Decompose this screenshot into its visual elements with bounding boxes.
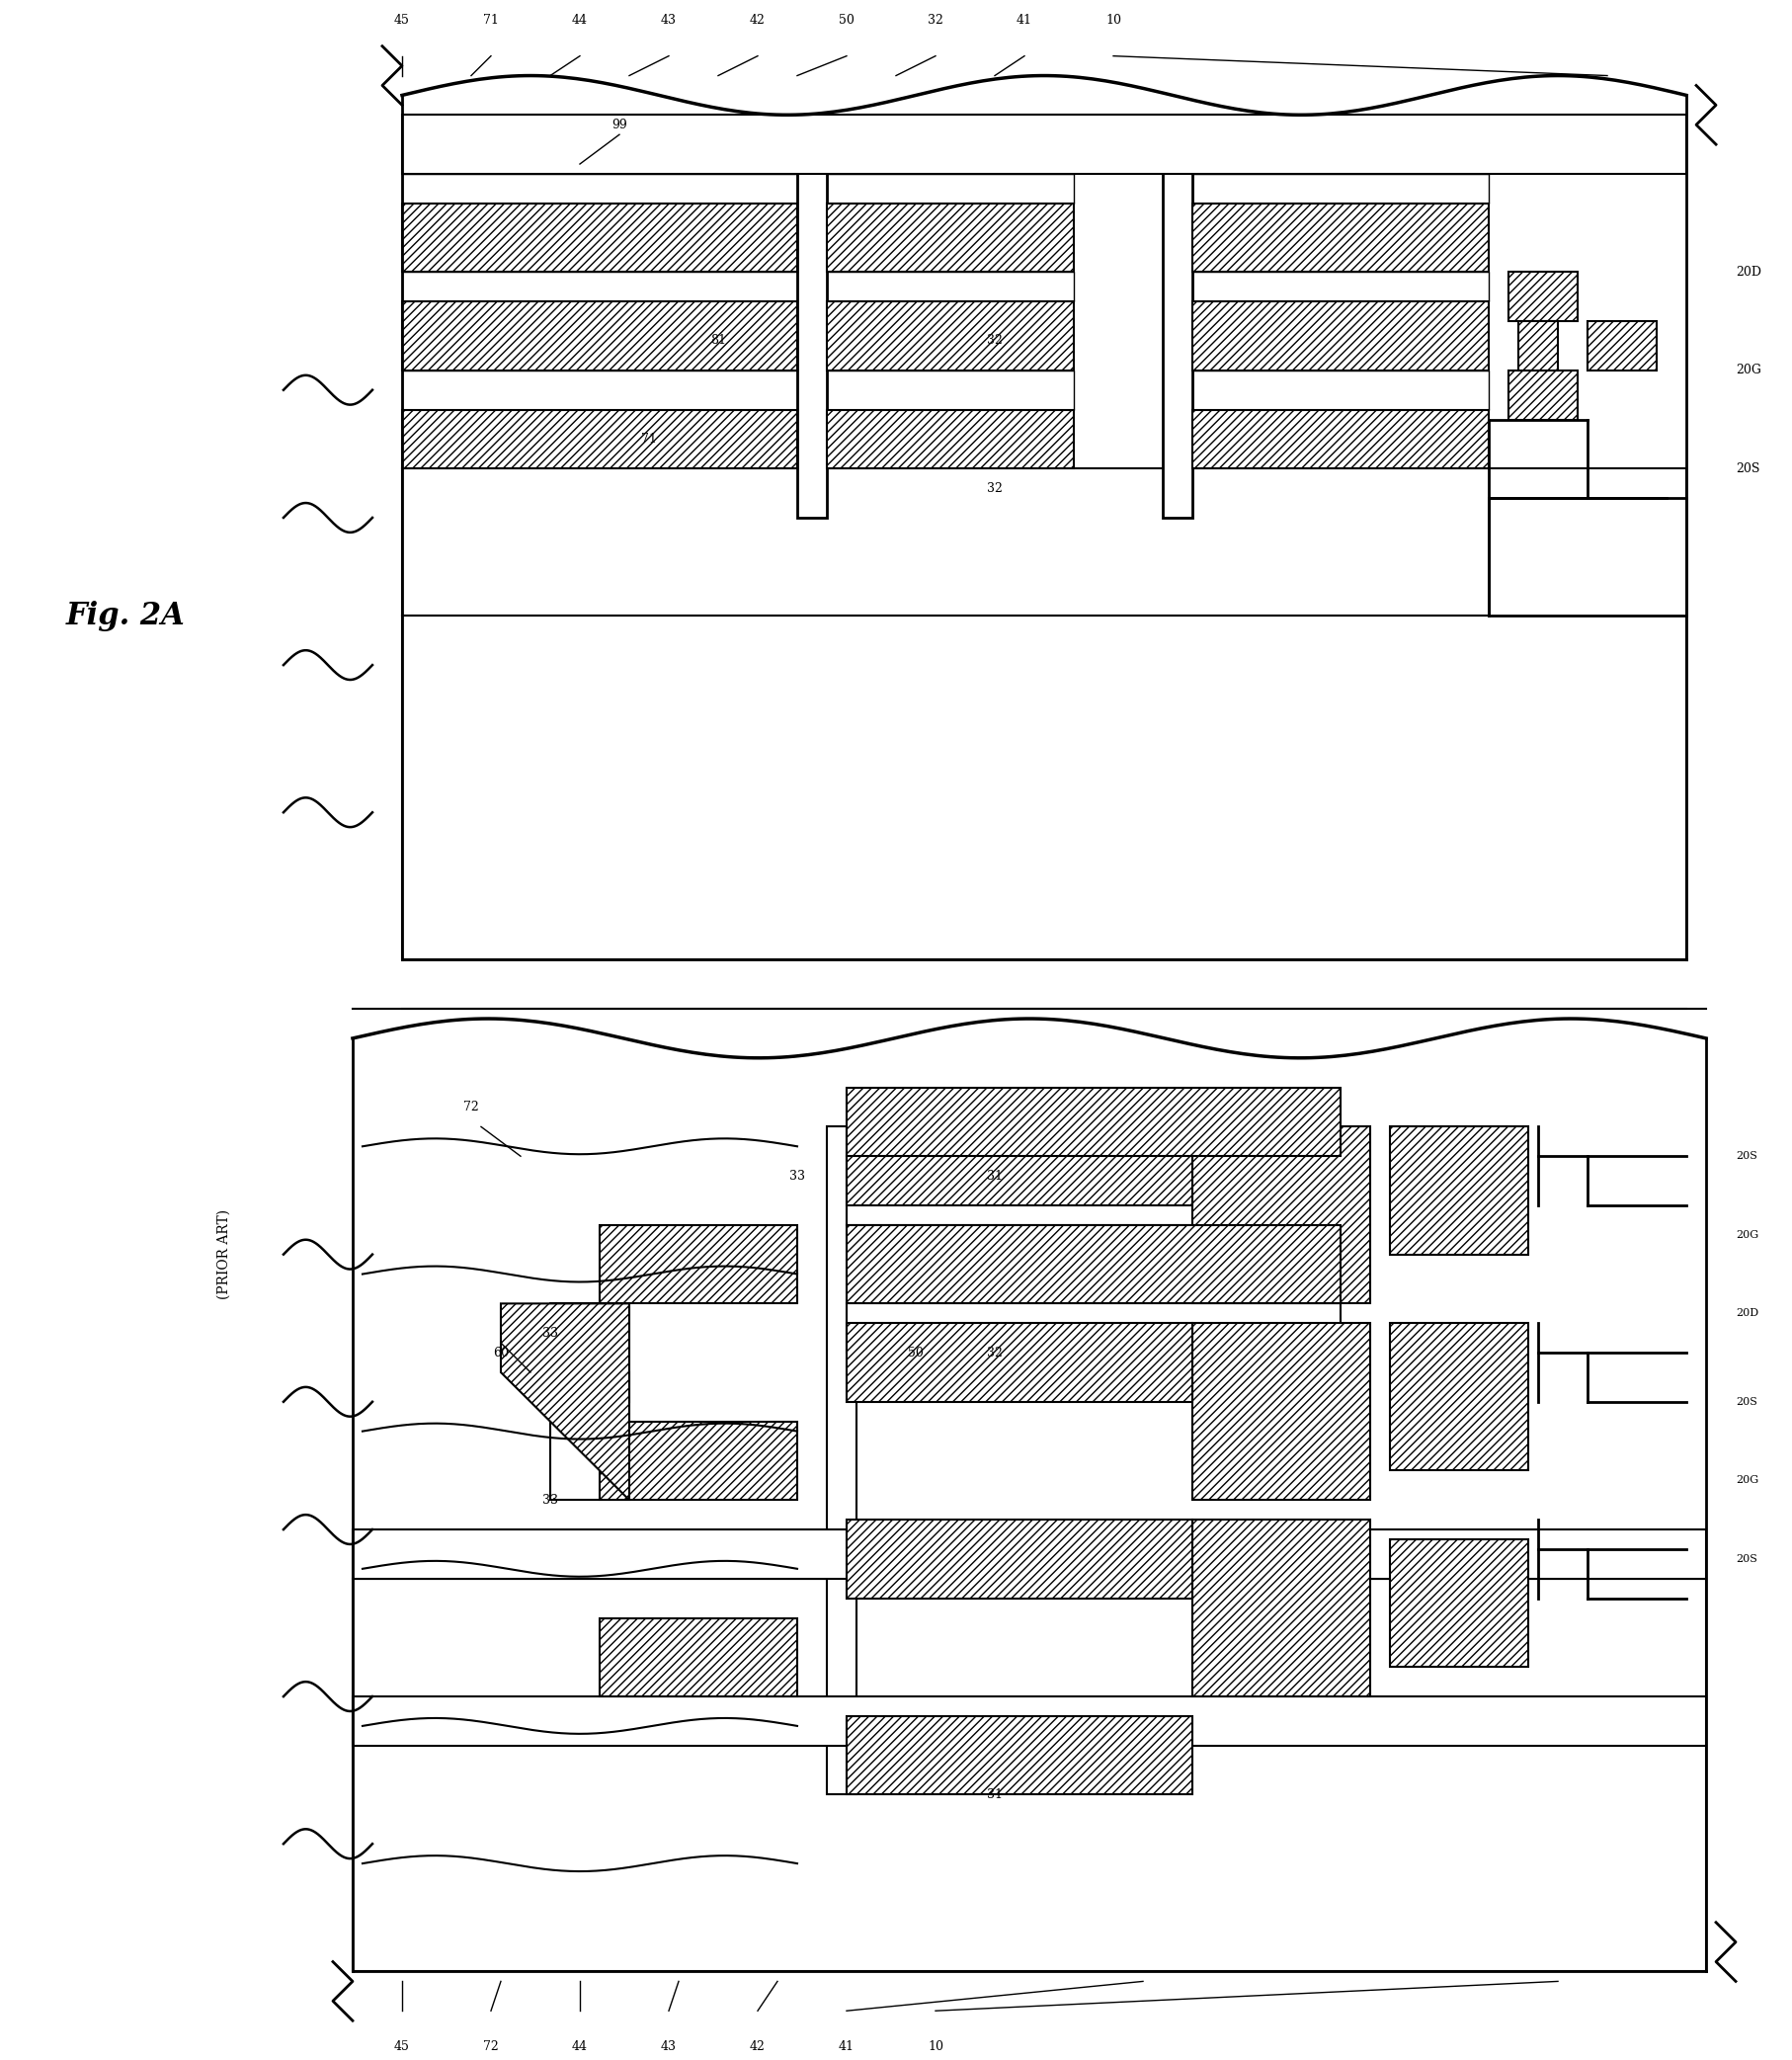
Text: 99: 99: [611, 117, 627, 132]
Text: 33: 33: [543, 1327, 557, 1339]
Polygon shape: [600, 1421, 797, 1500]
Text: 20D: 20D: [1736, 1308, 1758, 1318]
Text: 32: 32: [987, 1347, 1004, 1360]
Text: 20G: 20G: [1736, 365, 1762, 377]
Bar: [826, 272, 1073, 301]
Bar: [1192, 410, 1489, 468]
Bar: [826, 371, 1073, 410]
Text: 20G: 20G: [1736, 1230, 1758, 1240]
Text: 43: 43: [661, 14, 677, 27]
Bar: [846, 1304, 1340, 1353]
Polygon shape: [600, 1617, 797, 1697]
Bar: [1192, 272, 1489, 301]
Text: 33: 33: [543, 1494, 557, 1506]
Bar: [550, 1304, 629, 1500]
Bar: [1588, 321, 1658, 371]
Bar: [401, 115, 1686, 173]
Bar: [1192, 301, 1489, 371]
Bar: [1391, 1539, 1529, 1667]
Bar: [846, 1520, 1192, 1599]
Bar: [550, 1372, 629, 1401]
Text: 42: 42: [749, 14, 765, 27]
Text: 72: 72: [484, 2039, 498, 2054]
Bar: [401, 616, 1686, 960]
Bar: [1192, 1127, 1371, 1304]
Bar: [1509, 371, 1577, 420]
Polygon shape: [600, 1226, 797, 1304]
Bar: [1192, 371, 1489, 410]
Bar: [1391, 1323, 1529, 1471]
Bar: [1163, 126, 1192, 517]
Bar: [401, 371, 797, 410]
Text: 71: 71: [484, 14, 498, 27]
Text: 71: 71: [642, 433, 658, 445]
Bar: [1192, 204, 1489, 272]
Text: 45: 45: [394, 14, 410, 27]
Bar: [846, 1323, 1192, 1401]
Text: 50: 50: [839, 14, 855, 27]
Text: 10: 10: [1106, 14, 1122, 27]
Bar: [846, 1716, 1192, 1794]
Text: 60: 60: [493, 1347, 509, 1360]
Bar: [401, 173, 797, 204]
Text: 31: 31: [987, 1170, 1004, 1182]
Text: 41: 41: [839, 2039, 855, 2054]
Text: 20S: 20S: [1736, 461, 1760, 476]
Text: 20G: 20G: [1736, 1475, 1758, 1485]
Text: 31: 31: [987, 1788, 1004, 1800]
Text: 42: 42: [749, 2039, 765, 2054]
Text: 20S: 20S: [1736, 1553, 1758, 1564]
Bar: [826, 301, 1073, 371]
Text: 33: 33: [788, 1170, 805, 1182]
Bar: [826, 1127, 857, 1794]
Text: (PRIOR ART): (PRIOR ART): [217, 1209, 231, 1300]
Bar: [797, 126, 826, 517]
Polygon shape: [500, 1304, 629, 1500]
Bar: [1391, 1127, 1529, 1255]
Bar: [401, 204, 797, 272]
Text: 50: 50: [909, 1347, 923, 1360]
Bar: [1192, 1323, 1371, 1500]
Bar: [1489, 499, 1686, 616]
Bar: [353, 1529, 1706, 1578]
Bar: [846, 1156, 1340, 1226]
Bar: [401, 410, 797, 468]
Bar: [401, 468, 1686, 616]
Text: 44: 44: [572, 14, 588, 27]
Text: 44: 44: [572, 2039, 588, 2054]
Text: 72: 72: [464, 1100, 478, 1114]
Text: 43: 43: [661, 2039, 677, 2054]
Bar: [1509, 272, 1577, 321]
Text: 20S: 20S: [1736, 1397, 1758, 1407]
Text: 45: 45: [394, 2039, 410, 2054]
Bar: [353, 1697, 1706, 1745]
Bar: [401, 301, 797, 371]
Text: 20D: 20D: [1736, 266, 1762, 278]
Bar: [1192, 173, 1489, 204]
Text: Fig. 2A: Fig. 2A: [66, 602, 185, 630]
Text: 41: 41: [1016, 14, 1032, 27]
Text: 81: 81: [710, 334, 726, 348]
Bar: [1192, 1520, 1371, 1697]
Bar: [846, 1127, 1192, 1205]
Text: 20S: 20S: [1736, 1152, 1758, 1162]
Bar: [353, 1578, 1706, 1971]
Text: 32: 32: [987, 334, 1004, 348]
Bar: [1518, 321, 1557, 371]
Bar: [846, 1226, 1340, 1304]
Bar: [826, 410, 1073, 468]
Bar: [401, 272, 797, 301]
Bar: [826, 204, 1073, 272]
Bar: [826, 173, 1073, 204]
Text: 32: 32: [928, 14, 943, 27]
Bar: [846, 1088, 1340, 1156]
Text: 10: 10: [928, 2039, 943, 2054]
Text: 32: 32: [987, 482, 1004, 494]
